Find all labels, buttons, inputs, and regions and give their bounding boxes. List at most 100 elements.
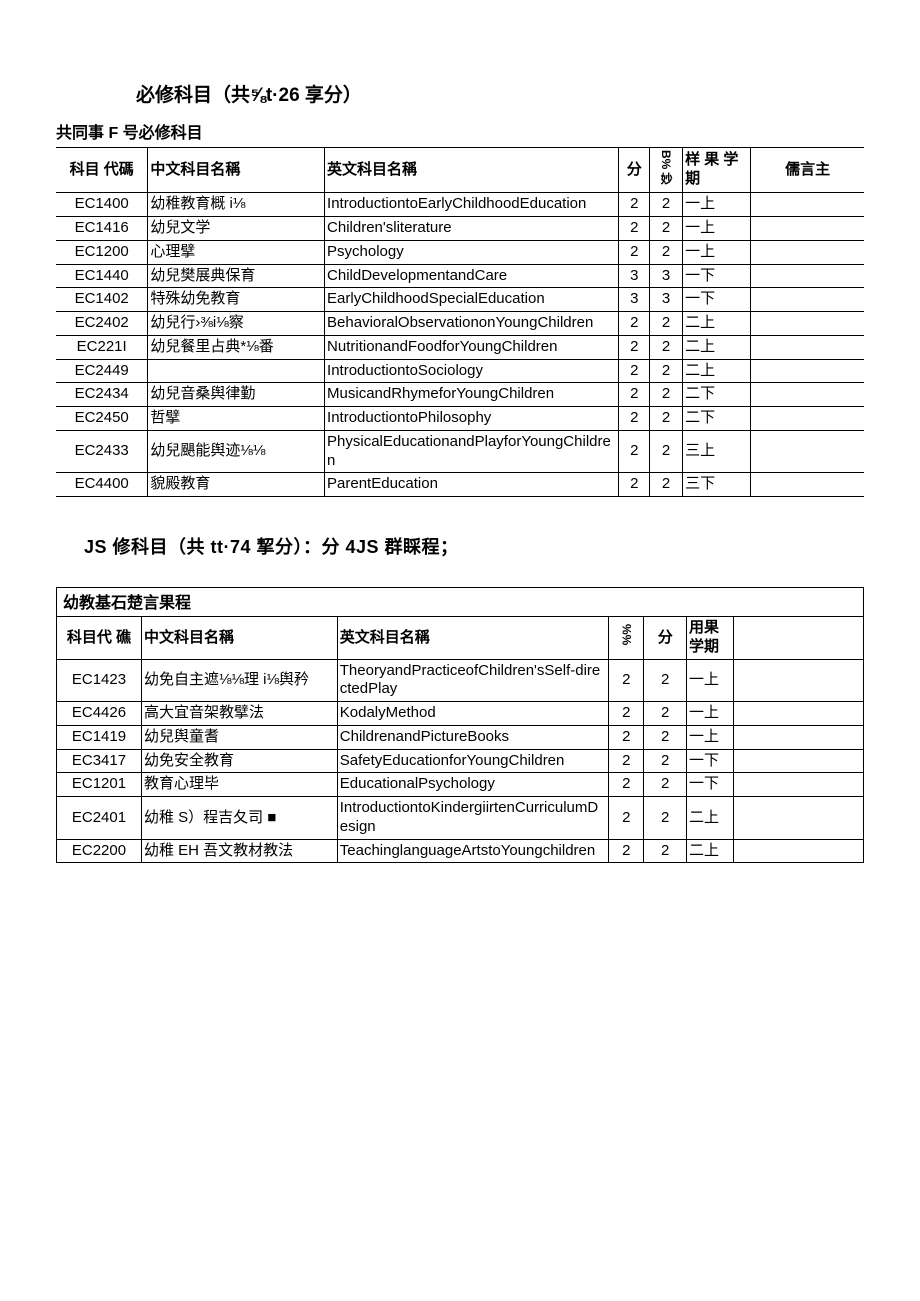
cell-hours: 3 — [650, 264, 683, 288]
hdr-semester: 样 果 学 期 — [683, 148, 751, 193]
cell-hours: 2 — [644, 749, 686, 773]
cell-semester: 一上 — [686, 659, 733, 702]
cell-cn: 心理擘 — [148, 240, 325, 264]
cell-hours: 2 — [644, 839, 686, 863]
cell-cn: 幼兒行›⅜i⅛察 — [148, 312, 325, 336]
cell-credits: 2 — [619, 407, 650, 431]
cell-en: Psychology — [325, 240, 619, 264]
cell-code: EC1400 — [56, 193, 148, 217]
cell-cn: 幼兒舆童耆 — [141, 725, 337, 749]
cell-semester: 二下 — [683, 407, 751, 431]
cell-credits: 2 — [609, 773, 644, 797]
cell-cn: 幼兒颶能舆迹⅛⅛ — [148, 430, 325, 473]
cell-code: EC2433 — [56, 430, 148, 473]
cell-note — [751, 473, 864, 497]
cell-semester: 一下 — [686, 749, 733, 773]
hdr-hours: B% 妙 — [650, 148, 683, 193]
cell-cn: 幼稚教育概 i⅛ — [148, 193, 325, 217]
cell-code: EC1440 — [56, 264, 148, 288]
cell-note — [751, 240, 864, 264]
table-row: EC221I幼兒餐里占典*⅛番NutritionandFoodforYoungC… — [56, 335, 864, 359]
cell-code: EC1416 — [56, 217, 148, 241]
table-row: EC1419幼兒舆童耆ChildrenandPictureBooks22一上 — [57, 725, 864, 749]
cell-note — [734, 797, 864, 840]
cell-code: EC3417 — [57, 749, 142, 773]
cell-note — [751, 288, 864, 312]
cell-semester: 二上 — [686, 839, 733, 863]
cell-credits: 2 — [619, 312, 650, 336]
cell-en: IntroductiontoEarlyChildhoodEducation — [325, 193, 619, 217]
cell-credits: 2 — [609, 839, 644, 863]
cell-semester: 三上 — [683, 430, 751, 473]
cell-code: EC1201 — [57, 773, 142, 797]
hdr-code: 科目代 礁 — [57, 617, 142, 660]
cell-note — [751, 335, 864, 359]
cell-semester: 一下 — [686, 773, 733, 797]
table-row: EC1200心理擘Psychology22一上 — [56, 240, 864, 264]
cell-note — [751, 264, 864, 288]
cell-credits: 3 — [619, 288, 650, 312]
table-row: EC1402特殊幼免教育EarlyChildhoodSpecialEducati… — [56, 288, 864, 312]
cell-hours: 2 — [650, 359, 683, 383]
cell-cn: 幼稚 S）程吉夂司 ■ — [141, 797, 337, 840]
table-row: EC2450哲擘IntroductiontoPhilosophy22二下 — [56, 407, 864, 431]
cell-semester: 二上 — [683, 312, 751, 336]
cell-code: EC2434 — [56, 383, 148, 407]
cell-hours: 2 — [644, 773, 686, 797]
table-row: EC1423幼免自主遮⅛⅛理 i⅛舆矜TheoryandPracticeofCh… — [57, 659, 864, 702]
cell-credits: 2 — [619, 217, 650, 241]
cell-semester: 二上 — [683, 335, 751, 359]
table-row: EC2433幼兒颶能舆迹⅛⅛PhysicalEducationandPlayfo… — [56, 430, 864, 473]
cell-code: EC1419 — [57, 725, 142, 749]
hdr-en: 英文科目名稱 — [337, 617, 608, 660]
cell-hours: 2 — [650, 240, 683, 264]
table-header-row: 科目代 礁 中文科目名稱 英文科目名稱 %% 分 用果 学期 — [57, 617, 864, 660]
hdr-cn: 中文科目名稱 — [148, 148, 325, 193]
cell-note — [734, 773, 864, 797]
cell-cn: 貌殿教育 — [148, 473, 325, 497]
cell-en: TeachinglanguageArtstoYoungchildren — [337, 839, 608, 863]
cell-cn: 幼兒音桑舆律勤 — [148, 383, 325, 407]
cell-en: TheoryandPracticeofChildren'sSelf-direct… — [337, 659, 608, 702]
cell-semester: 一上 — [683, 240, 751, 264]
cell-semester: 一下 — [683, 288, 751, 312]
cell-en: IntroductiontoPhilosophy — [325, 407, 619, 431]
cell-code: EC2450 — [56, 407, 148, 431]
cell-cn: 哲擘 — [148, 407, 325, 431]
cell-hours: 2 — [650, 335, 683, 359]
elective-courses-table: 幼教基石楚言果程 科目代 礁 中文科目名稱 英文科目名稱 %% 分 用果 学期 … — [56, 587, 864, 863]
section2-title: JS 修科目（共 tt·74 挈分）：分 4JS 群睬程； — [84, 533, 864, 559]
cell-hours: 2 — [650, 193, 683, 217]
cell-semester: 一上 — [683, 217, 751, 241]
cell-en: ChildrenandPictureBooks — [337, 725, 608, 749]
cell-code: EC2200 — [57, 839, 142, 863]
hdr-en: 英文科目名稱 — [325, 148, 619, 193]
cell-cn — [148, 359, 325, 383]
cell-note — [734, 725, 864, 749]
cell-cn: 幼兒樊展典保育 — [148, 264, 325, 288]
table-row: EC2200幼稚 EH 吾文教材教法TeachinglanguageArtsto… — [57, 839, 864, 863]
cell-hours: 2 — [650, 430, 683, 473]
cell-semester: 二下 — [683, 383, 751, 407]
cell-credits: 2 — [619, 335, 650, 359]
cell-credits: 2 — [619, 240, 650, 264]
cell-credits: 3 — [619, 264, 650, 288]
hdr-credits: 分 — [619, 148, 650, 193]
table-row: EC1400幼稚教育概 i⅛IntroductiontoEarlyChildho… — [56, 193, 864, 217]
cell-hours: 2 — [650, 473, 683, 497]
cell-code: EC2402 — [56, 312, 148, 336]
hdr-note: 儒言主 — [751, 148, 864, 193]
cell-hours: 2 — [650, 407, 683, 431]
cell-cn: 幼兒餐里占典*⅛番 — [148, 335, 325, 359]
cell-code: EC4426 — [57, 702, 142, 726]
cell-note — [734, 659, 864, 702]
cell-note — [751, 217, 864, 241]
cell-hours: 2 — [644, 725, 686, 749]
cell-semester: 一上 — [683, 193, 751, 217]
cell-cn: 特殊幼免教育 — [148, 288, 325, 312]
cell-semester: 二上 — [683, 359, 751, 383]
cell-code: EC4400 — [56, 473, 148, 497]
cell-note — [751, 359, 864, 383]
cell-code: EC2401 — [57, 797, 142, 840]
cell-en: IntroductiontoKindergiirtenCurriculumDes… — [337, 797, 608, 840]
